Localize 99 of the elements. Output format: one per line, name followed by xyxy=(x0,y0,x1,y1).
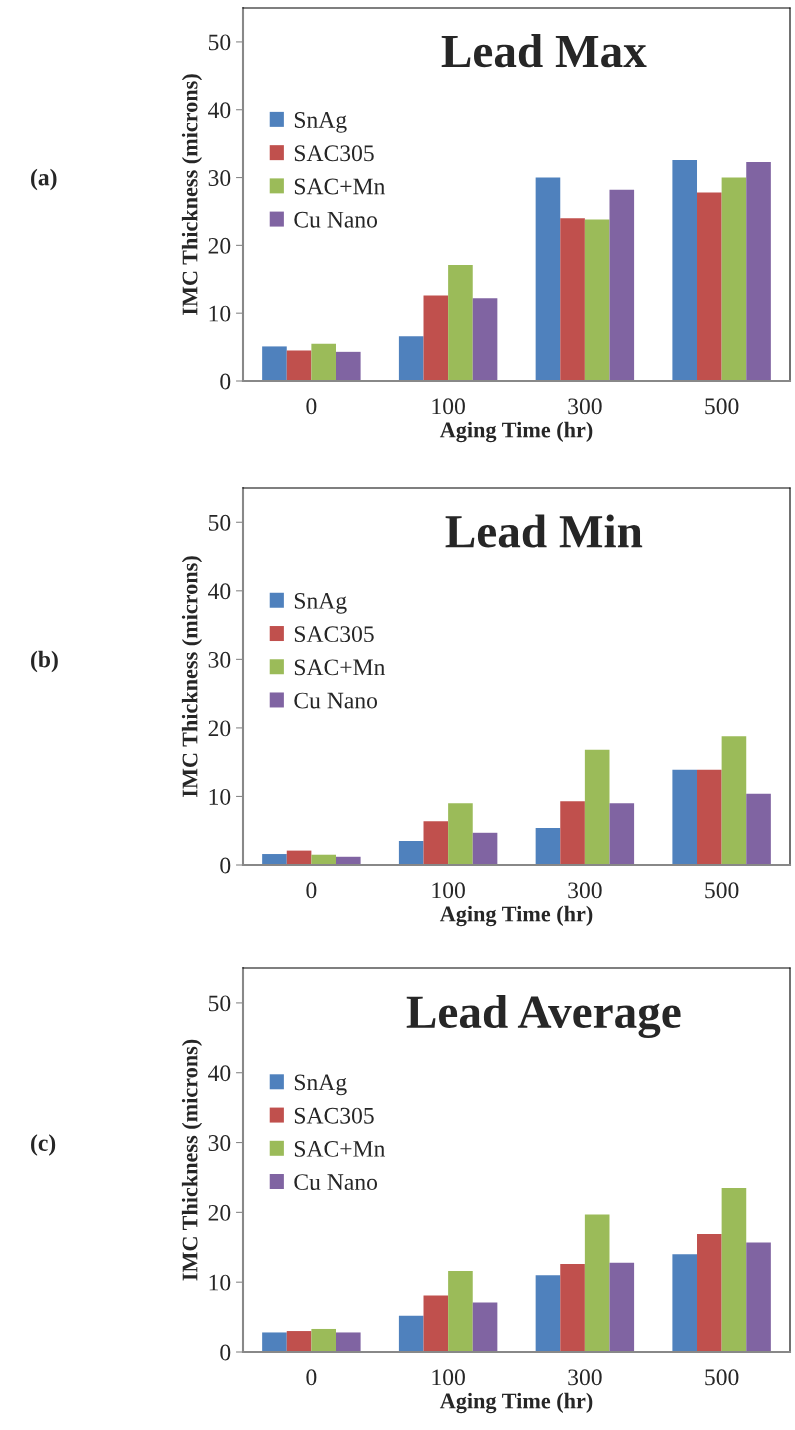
bar xyxy=(311,343,336,381)
y-tick-label: 10 xyxy=(209,788,231,805)
legend-label: SAC+Mn xyxy=(294,659,386,676)
legend-label: SnAg xyxy=(294,1074,347,1096)
legend-label: SnAg xyxy=(294,112,347,133)
bar xyxy=(672,769,698,865)
x-axis-title: Aging Time (hr) xyxy=(439,905,593,927)
x-tick-label: 100 xyxy=(432,398,465,415)
bar xyxy=(584,219,610,381)
chart-title: Lead Max xyxy=(441,34,647,68)
bar xyxy=(472,1302,498,1352)
bar xyxy=(721,177,747,381)
x-tick-label: 300 xyxy=(568,882,602,899)
bar xyxy=(398,336,424,381)
y-tick-label: 20 xyxy=(208,237,231,254)
bar xyxy=(286,350,312,381)
bar xyxy=(311,1328,336,1352)
y-tick-label: 50 xyxy=(208,995,231,1012)
legend-label: SAC+Mn xyxy=(294,1140,386,1157)
y-tick-label: 30 xyxy=(208,651,231,668)
y-tick-label: 0 xyxy=(220,857,231,874)
text: (c) xyxy=(31,1134,56,1156)
legend-label: SnAg xyxy=(294,592,347,614)
x-tick-label: 300 xyxy=(568,398,602,415)
x-tick-label: 0 xyxy=(306,882,317,899)
bar xyxy=(535,827,561,865)
y-tick-label: 30 xyxy=(208,1135,231,1151)
y-axis-title: IMC Thickness (microns) xyxy=(181,556,203,797)
bar xyxy=(472,832,498,865)
bar xyxy=(262,346,287,381)
chart-title: Lead Min xyxy=(445,514,643,548)
bar xyxy=(697,769,722,865)
x-tick-label: 500 xyxy=(705,1369,739,1386)
bar xyxy=(286,1331,312,1352)
bar xyxy=(721,736,747,865)
bar xyxy=(535,177,561,381)
bar xyxy=(448,1271,473,1352)
y-tick-label: 10 xyxy=(209,305,231,322)
y-tick-label: 40 xyxy=(208,102,231,119)
text: (b) xyxy=(31,650,58,673)
y-tick-label: 10 xyxy=(209,1274,231,1291)
x-axis-title: Aging Time (hr) xyxy=(439,1392,593,1414)
y-tick-label: 20 xyxy=(208,720,231,737)
x-tick-label: 0 xyxy=(306,398,317,415)
bar xyxy=(746,161,771,381)
bar xyxy=(584,749,610,865)
bar xyxy=(721,1187,747,1352)
legend-label: SAC+Mn xyxy=(294,178,386,195)
x-tick-label: 300 xyxy=(568,1369,602,1386)
bar xyxy=(609,803,635,865)
bar xyxy=(398,1315,424,1352)
bar xyxy=(423,1295,449,1352)
bar xyxy=(423,821,449,865)
x-tick-label: 500 xyxy=(705,882,739,899)
bar xyxy=(697,192,722,381)
bar xyxy=(535,1275,561,1352)
text: Lead Average xyxy=(406,994,681,1039)
bar xyxy=(560,801,585,865)
y-tick-label: 0 xyxy=(220,373,231,390)
bar xyxy=(448,803,473,865)
bar xyxy=(697,1234,722,1352)
legend-label: SAC305 xyxy=(294,1107,374,1124)
y-axis-title: IMC Thickness (microns) xyxy=(181,74,203,315)
bar xyxy=(560,1264,585,1352)
bar xyxy=(335,1332,361,1352)
bar xyxy=(448,265,473,381)
y-tick-label: 50 xyxy=(208,514,231,531)
bar xyxy=(672,159,698,381)
x-tick-label: 100 xyxy=(432,1369,465,1386)
legend-label: Cu Nano xyxy=(294,211,378,228)
bar xyxy=(672,1254,698,1352)
bar xyxy=(746,1242,771,1352)
bar xyxy=(560,218,585,381)
x-tick-label: 100 xyxy=(432,882,465,899)
text: (a) xyxy=(31,168,57,191)
y-axis-title: IMC Thickness (microns) xyxy=(181,1039,203,1281)
bar xyxy=(262,854,287,865)
y-tick-label: 50 xyxy=(208,34,231,51)
bar xyxy=(398,841,424,865)
y-tick-label: 40 xyxy=(208,1065,231,1082)
legend-label: Cu Nano xyxy=(294,692,378,709)
bar xyxy=(472,298,498,381)
bar xyxy=(262,1332,287,1352)
x-tick-label: 500 xyxy=(705,398,739,415)
bar xyxy=(746,793,771,865)
legend-label: SAC305 xyxy=(294,145,374,162)
y-tick-label: 20 xyxy=(208,1204,231,1221)
bar xyxy=(423,295,449,381)
x-axis-title: Aging Time (hr) xyxy=(439,421,593,443)
bar xyxy=(609,189,635,381)
bar xyxy=(335,351,361,381)
legend-label: SAC305 xyxy=(294,626,374,643)
x-tick-label: 0 xyxy=(306,1369,317,1386)
bar xyxy=(584,1214,610,1352)
y-tick-label: 0 xyxy=(220,1344,231,1361)
y-tick-label: 30 xyxy=(208,170,231,186)
bar xyxy=(609,1262,635,1352)
y-tick-label: 40 xyxy=(208,583,231,600)
legend-label: Cu Nano xyxy=(294,1174,378,1191)
